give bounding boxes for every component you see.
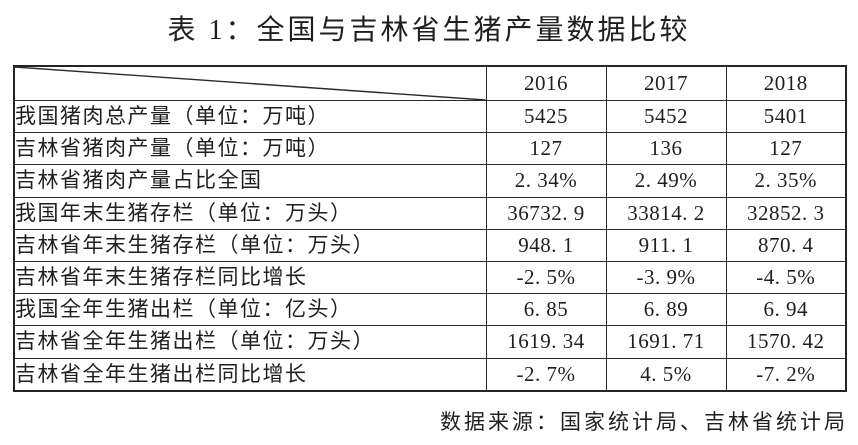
- value-cell: 6. 85: [485, 293, 607, 327]
- value-cell: 1619. 34: [485, 325, 607, 359]
- value-cell: 6. 89: [605, 293, 727, 327]
- table-row: 吉林省全年生猪出栏（单位：万头） 1619. 34 1691. 71 1570.…: [13, 325, 847, 359]
- row-label: 我国年末生猪存栏（单位：万头）: [13, 196, 487, 230]
- value-cell: 36732. 9: [485, 196, 607, 230]
- table-row: 吉林省全年生猪出栏同比增长 -2. 7% 4. 5% -7. 2%: [13, 357, 847, 392]
- data-source-note: 数据来源：国家统计局、吉林省统计局: [440, 410, 848, 434]
- diagonal-line-icon: [15, 67, 486, 100]
- column-header-2018: 2018: [725, 65, 847, 101]
- value-cell: 870. 4: [725, 228, 847, 262]
- row-label: 吉林省猪肉产量（单位：万吨）: [13, 132, 487, 166]
- row-label: 吉林省全年生猪出栏同比增长: [13, 357, 487, 392]
- value-cell: 127: [725, 132, 847, 166]
- row-label: 吉林省年末生猪存栏（单位：万头）: [13, 228, 487, 262]
- table-header-row: 2016 2017 2018: [13, 65, 847, 101]
- value-cell: 2. 49%: [605, 164, 727, 198]
- table-row: 吉林省年末生猪存栏（单位：万头） 948. 1 911. 1 870. 4: [13, 228, 847, 262]
- table-row: 我国年末生猪存栏（单位：万头） 36732. 9 33814. 2 32852.…: [13, 196, 847, 230]
- row-label: 吉林省猪肉产量占比全国: [13, 164, 487, 198]
- row-label: 我国猪肉总产量（单位：万吨）: [13, 99, 487, 134]
- row-label: 我国全年生猪出栏（单位：亿头）: [13, 293, 487, 327]
- value-cell: 1570. 42: [725, 325, 847, 359]
- table-row: 吉林省猪肉产量占比全国 2. 34% 2. 49% 2. 35%: [13, 164, 847, 198]
- column-header-2017: 2017: [605, 65, 727, 101]
- value-cell: -2. 7%: [485, 357, 607, 392]
- value-cell: 1691. 71: [605, 325, 727, 359]
- value-cell: 5401: [725, 99, 847, 134]
- value-cell: -7. 2%: [725, 357, 847, 392]
- table-row: 我国猪肉总产量（单位：万吨） 5425 5452 5401: [13, 99, 847, 134]
- column-header-2016: 2016: [485, 65, 607, 101]
- value-cell: 5452: [605, 99, 727, 134]
- page-title: 表 1：全国与吉林省生猪产量数据比较: [167, 15, 691, 46]
- value-cell: 948. 1: [485, 228, 607, 262]
- row-label: 吉林省年末生猪存栏同比增长: [13, 260, 487, 295]
- value-cell: 127: [485, 132, 607, 166]
- pig-production-table: 2016 2017 2018 我国猪肉总产量（单位：万吨） 5425 5452 …: [13, 65, 847, 392]
- value-cell: 4. 5%: [605, 357, 727, 392]
- row-label: 吉林省全年生猪出栏（单位：万头）: [13, 325, 487, 359]
- value-cell: 911. 1: [605, 228, 727, 262]
- table-row: 吉林省猪肉产量（单位：万吨） 127 136 127: [13, 132, 847, 166]
- value-cell: 2. 34%: [485, 164, 607, 198]
- diagonal-header-cell: [13, 65, 487, 101]
- value-cell: -3. 9%: [605, 260, 727, 295]
- value-cell: -2. 5%: [485, 260, 607, 295]
- value-cell: 2. 35%: [725, 164, 847, 198]
- value-cell: 5425: [485, 99, 607, 134]
- value-cell: 6. 94: [725, 293, 847, 327]
- value-cell: 33814. 2: [605, 196, 727, 230]
- table-row: 吉林省年末生猪存栏同比增长 -2. 5% -3. 9% -4. 5%: [13, 260, 847, 295]
- table-row: 我国全年生猪出栏（单位：亿头） 6. 85 6. 89 6. 94: [13, 293, 847, 327]
- value-cell: 32852. 3: [725, 196, 847, 230]
- value-cell: 136: [605, 132, 727, 166]
- value-cell: -4. 5%: [725, 260, 847, 295]
